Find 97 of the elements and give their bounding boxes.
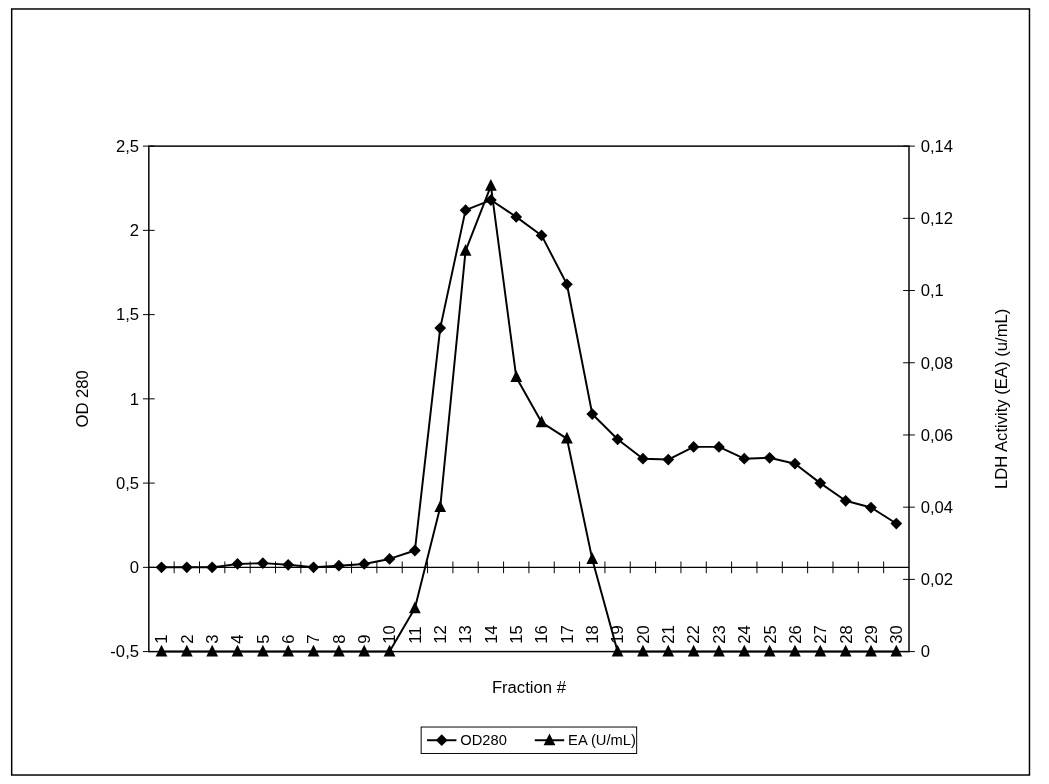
point — [231, 558, 244, 570]
x-tick-label: 4 — [228, 634, 248, 644]
y2-tick-label: 0,1 — [920, 281, 944, 301]
x-tick-label: 9 — [355, 634, 375, 644]
y-tick-label: 2 — [129, 221, 140, 241]
point — [713, 441, 725, 453]
point — [637, 452, 649, 465]
y2-tick-label: 0,04 — [920, 498, 954, 517]
point — [662, 453, 675, 466]
point — [307, 561, 320, 574]
point — [561, 278, 573, 291]
point — [459, 204, 472, 217]
point — [256, 557, 269, 570]
x-tick-label: 17 — [557, 625, 577, 644]
x-tick-label: 3 — [203, 634, 223, 644]
x-tick-label: 23 — [709, 625, 729, 644]
point — [890, 644, 903, 657]
point — [839, 644, 852, 657]
x-tick-label: 13 — [456, 625, 476, 644]
point — [180, 561, 193, 574]
point — [332, 644, 345, 657]
point — [890, 517, 903, 530]
point — [865, 501, 877, 514]
point — [814, 644, 827, 657]
x-tick-label: 28 — [836, 625, 856, 644]
point — [282, 558, 295, 571]
legend-label: OD280 — [460, 732, 507, 749]
y-tick-label: 1 — [129, 389, 140, 409]
point — [763, 451, 776, 464]
point — [763, 644, 776, 657]
x-tick-label: 7 — [304, 634, 324, 644]
y2-tick-label: 0,06 — [920, 425, 954, 445]
x-tick-label: 11 — [405, 626, 425, 644]
point — [383, 553, 396, 565]
legend-label: EA (U/mL) — [568, 732, 636, 749]
x-tick-label: 15 — [507, 625, 527, 644]
x-tick-label: 26 — [785, 625, 805, 644]
point — [586, 552, 599, 565]
point — [256, 644, 269, 657]
x-tick-label: 16 — [532, 625, 552, 644]
x-tick-label: 10 — [380, 625, 400, 644]
y2-tick-label: 0,08 — [920, 353, 954, 373]
point — [409, 601, 421, 614]
point — [611, 433, 624, 446]
x-tick-label: 27 — [811, 625, 831, 644]
point — [485, 178, 497, 191]
x-tick-label: 12 — [431, 625, 451, 644]
x-tick-label: 14 — [481, 625, 501, 644]
x-tick-label: 5 — [253, 634, 273, 644]
point — [459, 243, 472, 256]
point — [206, 561, 219, 574]
point — [662, 644, 675, 657]
x-tick-label: 20 — [633, 625, 653, 644]
y-tick-label: 0 — [129, 558, 140, 578]
y-tick-label: 2,5 — [115, 136, 140, 156]
x-tick-label: 18 — [583, 625, 603, 644]
x-tick-label: 25 — [760, 625, 780, 644]
y-tick-label: 0,5 — [115, 473, 140, 493]
y-axis-title: OD 280 — [73, 370, 93, 428]
point — [814, 477, 827, 489]
x-tick-label: 1 — [152, 634, 172, 644]
x-tick-label: 8 — [329, 634, 349, 644]
point — [535, 415, 548, 428]
y2-tick-label: 0 — [920, 642, 931, 662]
point — [206, 644, 219, 657]
x-axis-title: Fraction # — [491, 677, 567, 697]
x-tick-label: 24 — [735, 625, 755, 644]
x-tick-label: 30 — [887, 625, 907, 644]
y2-tick-label: 0,14 — [920, 136, 954, 156]
point — [282, 644, 295, 657]
x-tick-label: 2 — [177, 634, 197, 644]
x-tick-label: 21 — [659, 625, 679, 644]
point — [738, 452, 751, 465]
point — [434, 500, 447, 513]
y2-tick-label: 0,02 — [920, 570, 954, 590]
point — [839, 494, 852, 507]
point — [687, 441, 700, 453]
point — [510, 211, 523, 223]
point — [358, 558, 371, 570]
point — [155, 561, 168, 574]
x-tick-label: 22 — [684, 625, 704, 644]
y-tick-label: -0,5 — [110, 642, 140, 662]
point — [586, 408, 599, 420]
point — [510, 370, 523, 383]
y2-axis-title: LDH Activity (EA) (u/mL) — [991, 308, 1011, 490]
point — [180, 644, 193, 657]
point — [409, 544, 421, 557]
point — [332, 559, 345, 572]
point — [358, 644, 371, 657]
point — [789, 457, 801, 470]
y2-tick-label: 0,12 — [920, 209, 954, 229]
y-tick-label: 1,5 — [115, 305, 140, 325]
x-tick-label: 29 — [861, 625, 881, 644]
point — [535, 229, 548, 242]
x-tick-label: 6 — [279, 634, 299, 644]
point — [738, 644, 751, 657]
point — [434, 322, 447, 334]
